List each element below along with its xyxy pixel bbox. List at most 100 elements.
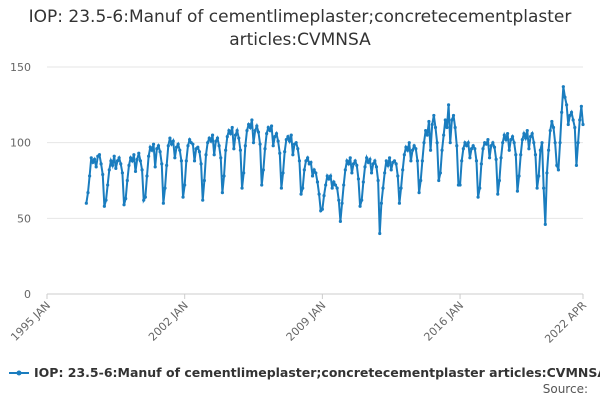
data-point [178,148,182,152]
data-point [115,159,120,163]
data-point [330,186,334,190]
data-point [528,135,533,139]
data-point [442,133,446,137]
data-point [125,178,129,183]
data-point [169,142,174,146]
data-point [565,103,569,107]
data-point [99,162,103,166]
data-point [150,148,154,152]
data-point [294,141,298,145]
data-point [574,163,579,167]
data-point [455,144,459,148]
data-point [373,159,377,163]
data-point [446,103,451,107]
data-point [522,131,526,136]
data-point [122,203,126,207]
y-tick-label: 50 [17,212,31,225]
data-point [512,141,516,145]
data-point [165,163,169,167]
data-point [133,169,138,174]
data-point [202,178,206,183]
data-point [351,162,356,166]
data-point [414,147,418,151]
data-point [312,168,316,172]
data-point [460,159,464,163]
data-point [419,178,423,183]
data-point [491,141,495,145]
data-point [404,145,408,149]
data-point [283,150,287,154]
data-point [119,162,123,166]
data-point [347,162,351,166]
data-point [374,165,379,169]
data-point [492,145,497,149]
data-point [530,131,534,136]
data-point [486,138,490,142]
data-point [466,141,470,145]
data-point [120,171,125,175]
data-point [191,142,195,146]
data-point [558,141,562,145]
data-point [356,177,361,181]
data-point [245,128,249,133]
data-point [551,125,556,130]
data-point [335,186,339,190]
y-tick-label: 100 [10,137,31,150]
data-point [381,186,385,190]
data-point [301,186,305,190]
data-point [340,201,344,205]
data-point [353,159,357,163]
data-point [363,165,367,169]
data-point [168,136,172,140]
data-point [476,195,480,199]
y-tick-label: 0 [24,288,31,301]
data-point [401,168,405,172]
data-point [504,138,508,142]
data-point [524,136,528,140]
data-point [237,136,241,140]
data-point [402,153,406,157]
data-point [568,113,572,118]
data-point [433,125,438,130]
data-point [343,168,347,172]
data-point [261,168,265,172]
data-point [438,171,442,175]
data-point [228,131,233,136]
data-point [451,113,456,118]
data-point [161,201,165,205]
data-point [410,148,415,152]
data-point [138,159,143,163]
data-point [287,139,292,143]
data-point [210,133,215,137]
data-point [94,165,98,169]
data-point [409,159,413,163]
data-point [514,153,518,157]
data-point [147,154,151,158]
data-point [279,186,283,190]
data-point [535,186,539,190]
data-point [183,183,187,187]
data-point [509,138,513,142]
data-point [260,183,264,187]
data-point [207,136,211,140]
data-point [538,148,542,152]
data-point [368,157,372,161]
data-point [320,207,324,211]
data-point [360,198,364,202]
data-point [501,141,505,145]
x-tick-label: 1995 JAN [8,299,53,344]
data-point [443,118,447,122]
x-tick-label: 2009 JAN [284,299,329,344]
data-point [148,145,152,149]
data-point [571,118,575,122]
data-point [432,113,436,118]
data-point [378,231,382,236]
data-point [358,204,362,208]
data-point [130,159,134,163]
data-point [214,139,218,143]
data-point [160,162,164,166]
data-point [379,201,383,205]
data-point [561,85,565,89]
